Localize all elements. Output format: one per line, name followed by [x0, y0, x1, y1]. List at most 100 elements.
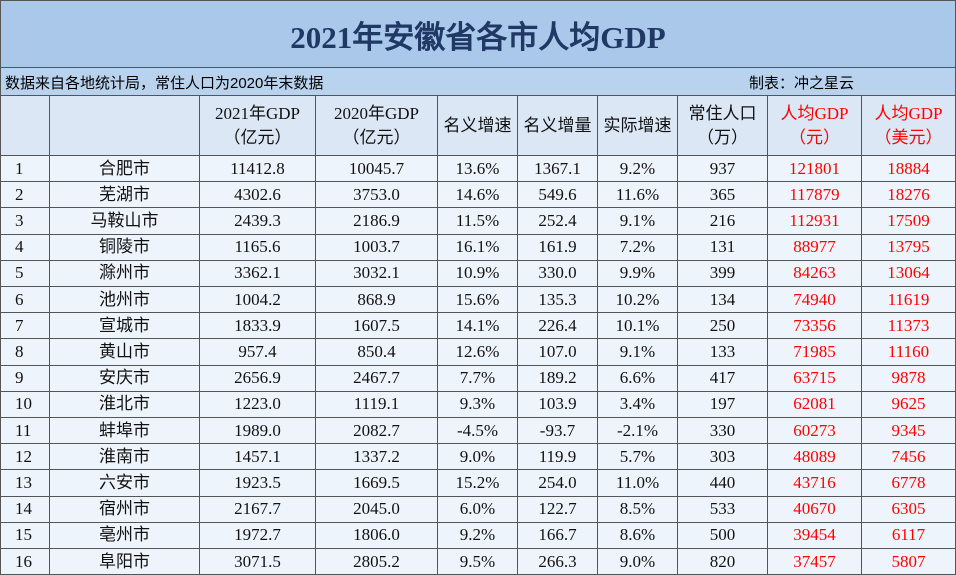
cell-text: 9.5%	[459, 551, 496, 571]
header-text: （亿元）	[342, 127, 411, 147]
source: 数据来自各地统计局，常住人口为2020年末数据	[5, 75, 324, 92]
cell-text: 88977	[793, 237, 836, 257]
cell-text: 13	[15, 472, 32, 492]
header-text: 名义增量	[523, 115, 592, 135]
cell-text: 73356	[793, 315, 836, 335]
table-cell: 7	[0, 313, 50, 340]
table-cell: 7.2%	[598, 234, 678, 261]
cell-text: 3032.1	[353, 263, 400, 283]
table-cell: 440	[678, 470, 768, 497]
cell-text: 250	[709, 315, 736, 335]
table-cell: 134	[678, 287, 768, 314]
table-cell: 1972.7	[200, 522, 316, 549]
table-cell: 11412.8	[200, 156, 316, 183]
cell-text: 1165.6	[234, 237, 281, 257]
cell-text: 40670	[793, 499, 836, 519]
cell-text: 117879	[789, 184, 840, 204]
table-cell: 4	[0, 234, 50, 261]
cell-text: 阜阳市	[99, 551, 150, 571]
table-cell: 189.2	[518, 365, 598, 392]
table-cell: 10	[0, 391, 50, 418]
table-cell: 1223.0	[200, 391, 316, 418]
table-cell: 2082.7	[316, 418, 438, 445]
table-cell: 868.9	[316, 287, 438, 314]
table-cell: 淮北市	[50, 391, 200, 418]
table-cell: 252.4	[518, 208, 598, 235]
header-cell: 2020年GDP （亿元）	[316, 96, 438, 156]
table-cell: 13064	[862, 260, 956, 287]
table-cell: 197	[678, 391, 768, 418]
table-cell: 1833.9	[200, 313, 316, 340]
table-cell: 39454	[768, 522, 862, 549]
cell-text: 6305	[891, 499, 926, 519]
table-cell: -93.7	[518, 418, 598, 445]
cell-text: 254.0	[538, 472, 577, 492]
table-cell: 六安市	[50, 470, 200, 497]
table-cell: 84263	[768, 260, 862, 287]
table-cell: 7.7%	[438, 365, 518, 392]
cell-text: 1833.9	[234, 315, 281, 335]
cell-text: 15	[15, 525, 32, 545]
table-cell: 1003.7	[316, 234, 438, 261]
table-cell: 14.1%	[438, 313, 518, 340]
cell-text: 7	[15, 315, 24, 335]
table-cell: 9.0%	[598, 549, 678, 575]
cell-text: 74940	[793, 289, 836, 309]
cell-text: 9.0%	[459, 446, 496, 466]
cell-text: 14.6%	[455, 184, 500, 204]
cell-text: 549.6	[538, 184, 577, 204]
cell-text: 宣城市	[99, 315, 150, 335]
table-cell: 15.2%	[438, 470, 518, 497]
table-cell: 119.9	[518, 444, 598, 471]
cell-text: 7456	[891, 446, 926, 466]
cell-text: 10.2%	[615, 289, 660, 309]
table-cell: 166.7	[518, 522, 598, 549]
cell-text: 189.2	[538, 368, 577, 388]
cell-text: 5	[15, 263, 24, 283]
table-cell: 11	[0, 418, 50, 445]
cell-text: 303	[709, 446, 736, 466]
table-cell: 1669.5	[316, 470, 438, 497]
cell-text: 4302.6	[234, 184, 281, 204]
cell-text: 7.2%	[619, 237, 656, 257]
table-cell: 11619	[862, 287, 956, 314]
cell-text: 6117	[891, 525, 926, 545]
cell-text: 18276	[887, 184, 930, 204]
table-cell: 18276	[862, 182, 956, 209]
table-cell: 250	[678, 313, 768, 340]
cell-text: 2167.7	[234, 499, 281, 519]
table-cell: 131	[678, 234, 768, 261]
table-cell: 淮南市	[50, 444, 200, 471]
cell-text: 103.9	[538, 394, 577, 414]
table-cell: 2467.7	[316, 365, 438, 392]
table-cell: 9.2%	[438, 522, 518, 549]
table-cell: 马鞍山市	[50, 208, 200, 235]
table-cell: 107.0	[518, 339, 598, 366]
title: 2021年安徽省各市人均GDP	[0, 0, 956, 68]
table-cell: 10045.7	[316, 156, 438, 183]
table-cell: 10.1%	[598, 313, 678, 340]
table-cell: 7456	[862, 444, 956, 471]
table-cell: 5807	[862, 549, 956, 575]
table-cell: 48089	[768, 444, 862, 471]
source-bar: 数据来自各地统计局，常住人口为2020年末数据 制表：冲之星云	[0, 68, 956, 96]
table-cell: 合肥市	[50, 156, 200, 183]
header-text: （亿元）	[223, 127, 292, 147]
header-cell: 常住人口 （万）	[678, 96, 768, 156]
table-cell: 3753.0	[316, 182, 438, 209]
cell-text: 9.2%	[459, 525, 496, 545]
table-cell: 330.0	[518, 260, 598, 287]
cell-text: 3071.5	[234, 551, 281, 571]
cell-text: 1923.5	[234, 472, 281, 492]
cell-text: 马鞍山市	[90, 210, 159, 230]
table-cell: 122.7	[518, 496, 598, 523]
cell-text: 226.4	[538, 315, 577, 335]
table-cell: 9.3%	[438, 391, 518, 418]
table-cell: 12.6%	[438, 339, 518, 366]
table-cell: 17509	[862, 208, 956, 235]
cell-text: 1972.7	[234, 525, 281, 545]
table-cell: 9	[0, 365, 50, 392]
cell-text: 10.9%	[455, 263, 500, 283]
table-cell: 6.6%	[598, 365, 678, 392]
cell-text: 8.5%	[619, 499, 656, 519]
